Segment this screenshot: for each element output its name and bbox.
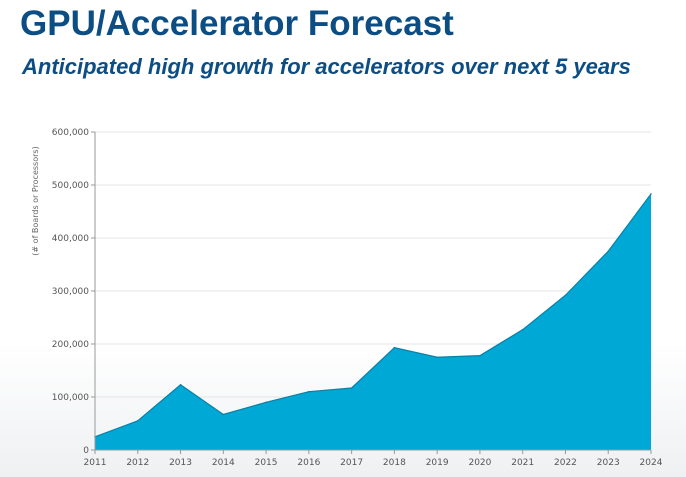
y-tick-label: 100,000 (52, 393, 89, 403)
axes (91, 131, 652, 454)
x-tick-label: 2012 (126, 458, 149, 468)
data-point (308, 390, 310, 393)
x-tick-label: 2016 (297, 458, 320, 468)
data-point (393, 346, 396, 349)
data-point (350, 387, 353, 389)
area-series (94, 193, 652, 450)
x-tick-label: 2011 (84, 458, 107, 468)
x-tick-label: 2017 (340, 458, 363, 468)
x-tick-label: 2021 (511, 458, 534, 468)
y-tick-label: 500,000 (52, 181, 89, 191)
y-tick-label: 0 (83, 446, 89, 456)
data-point (222, 413, 225, 416)
x-tick-label: 2024 (640, 458, 663, 468)
y-tick-labels: 0 100,000 200,000 300,000 400,000 500,000 600,… (52, 128, 89, 456)
page-title: GPU/Accelerator Forecast (20, 4, 454, 43)
data-point (265, 401, 267, 404)
x-tick-label: 2013 (169, 458, 192, 468)
area-fill (95, 194, 651, 450)
x-tick-label: 2014 (212, 458, 235, 468)
y-tick-label: 400,000 (52, 234, 89, 244)
data-point (650, 193, 652, 195)
area-line (94, 193, 652, 438)
data-point (607, 250, 610, 253)
y-axis-title: (# of Boards or Processors) (31, 146, 40, 255)
x-tick-label: 2020 (468, 458, 491, 468)
data-point (136, 420, 139, 422)
x-tick-label: 2019 (426, 458, 449, 468)
data-point (479, 354, 481, 357)
x-tick-label: 2018 (383, 458, 406, 468)
data-point (436, 356, 438, 359)
data-point (521, 328, 524, 331)
page-subtitle: Anticipated high growth for accelerators… (22, 54, 631, 79)
x-tick-label: 2015 (255, 458, 278, 468)
y-tick-label: 600,000 (52, 128, 89, 138)
y-tick-label: 300,000 (52, 287, 89, 297)
x-tick-label: 2023 (597, 458, 620, 468)
data-point (564, 294, 567, 297)
data-point (179, 384, 182, 386)
x-tick-label: 2022 (554, 458, 577, 468)
x-tick-labels: 2011 2012 2013 2014 2015 2016 2017 2018 2019 2020… (84, 458, 663, 468)
y-tick-label: 200,000 (52, 340, 89, 350)
